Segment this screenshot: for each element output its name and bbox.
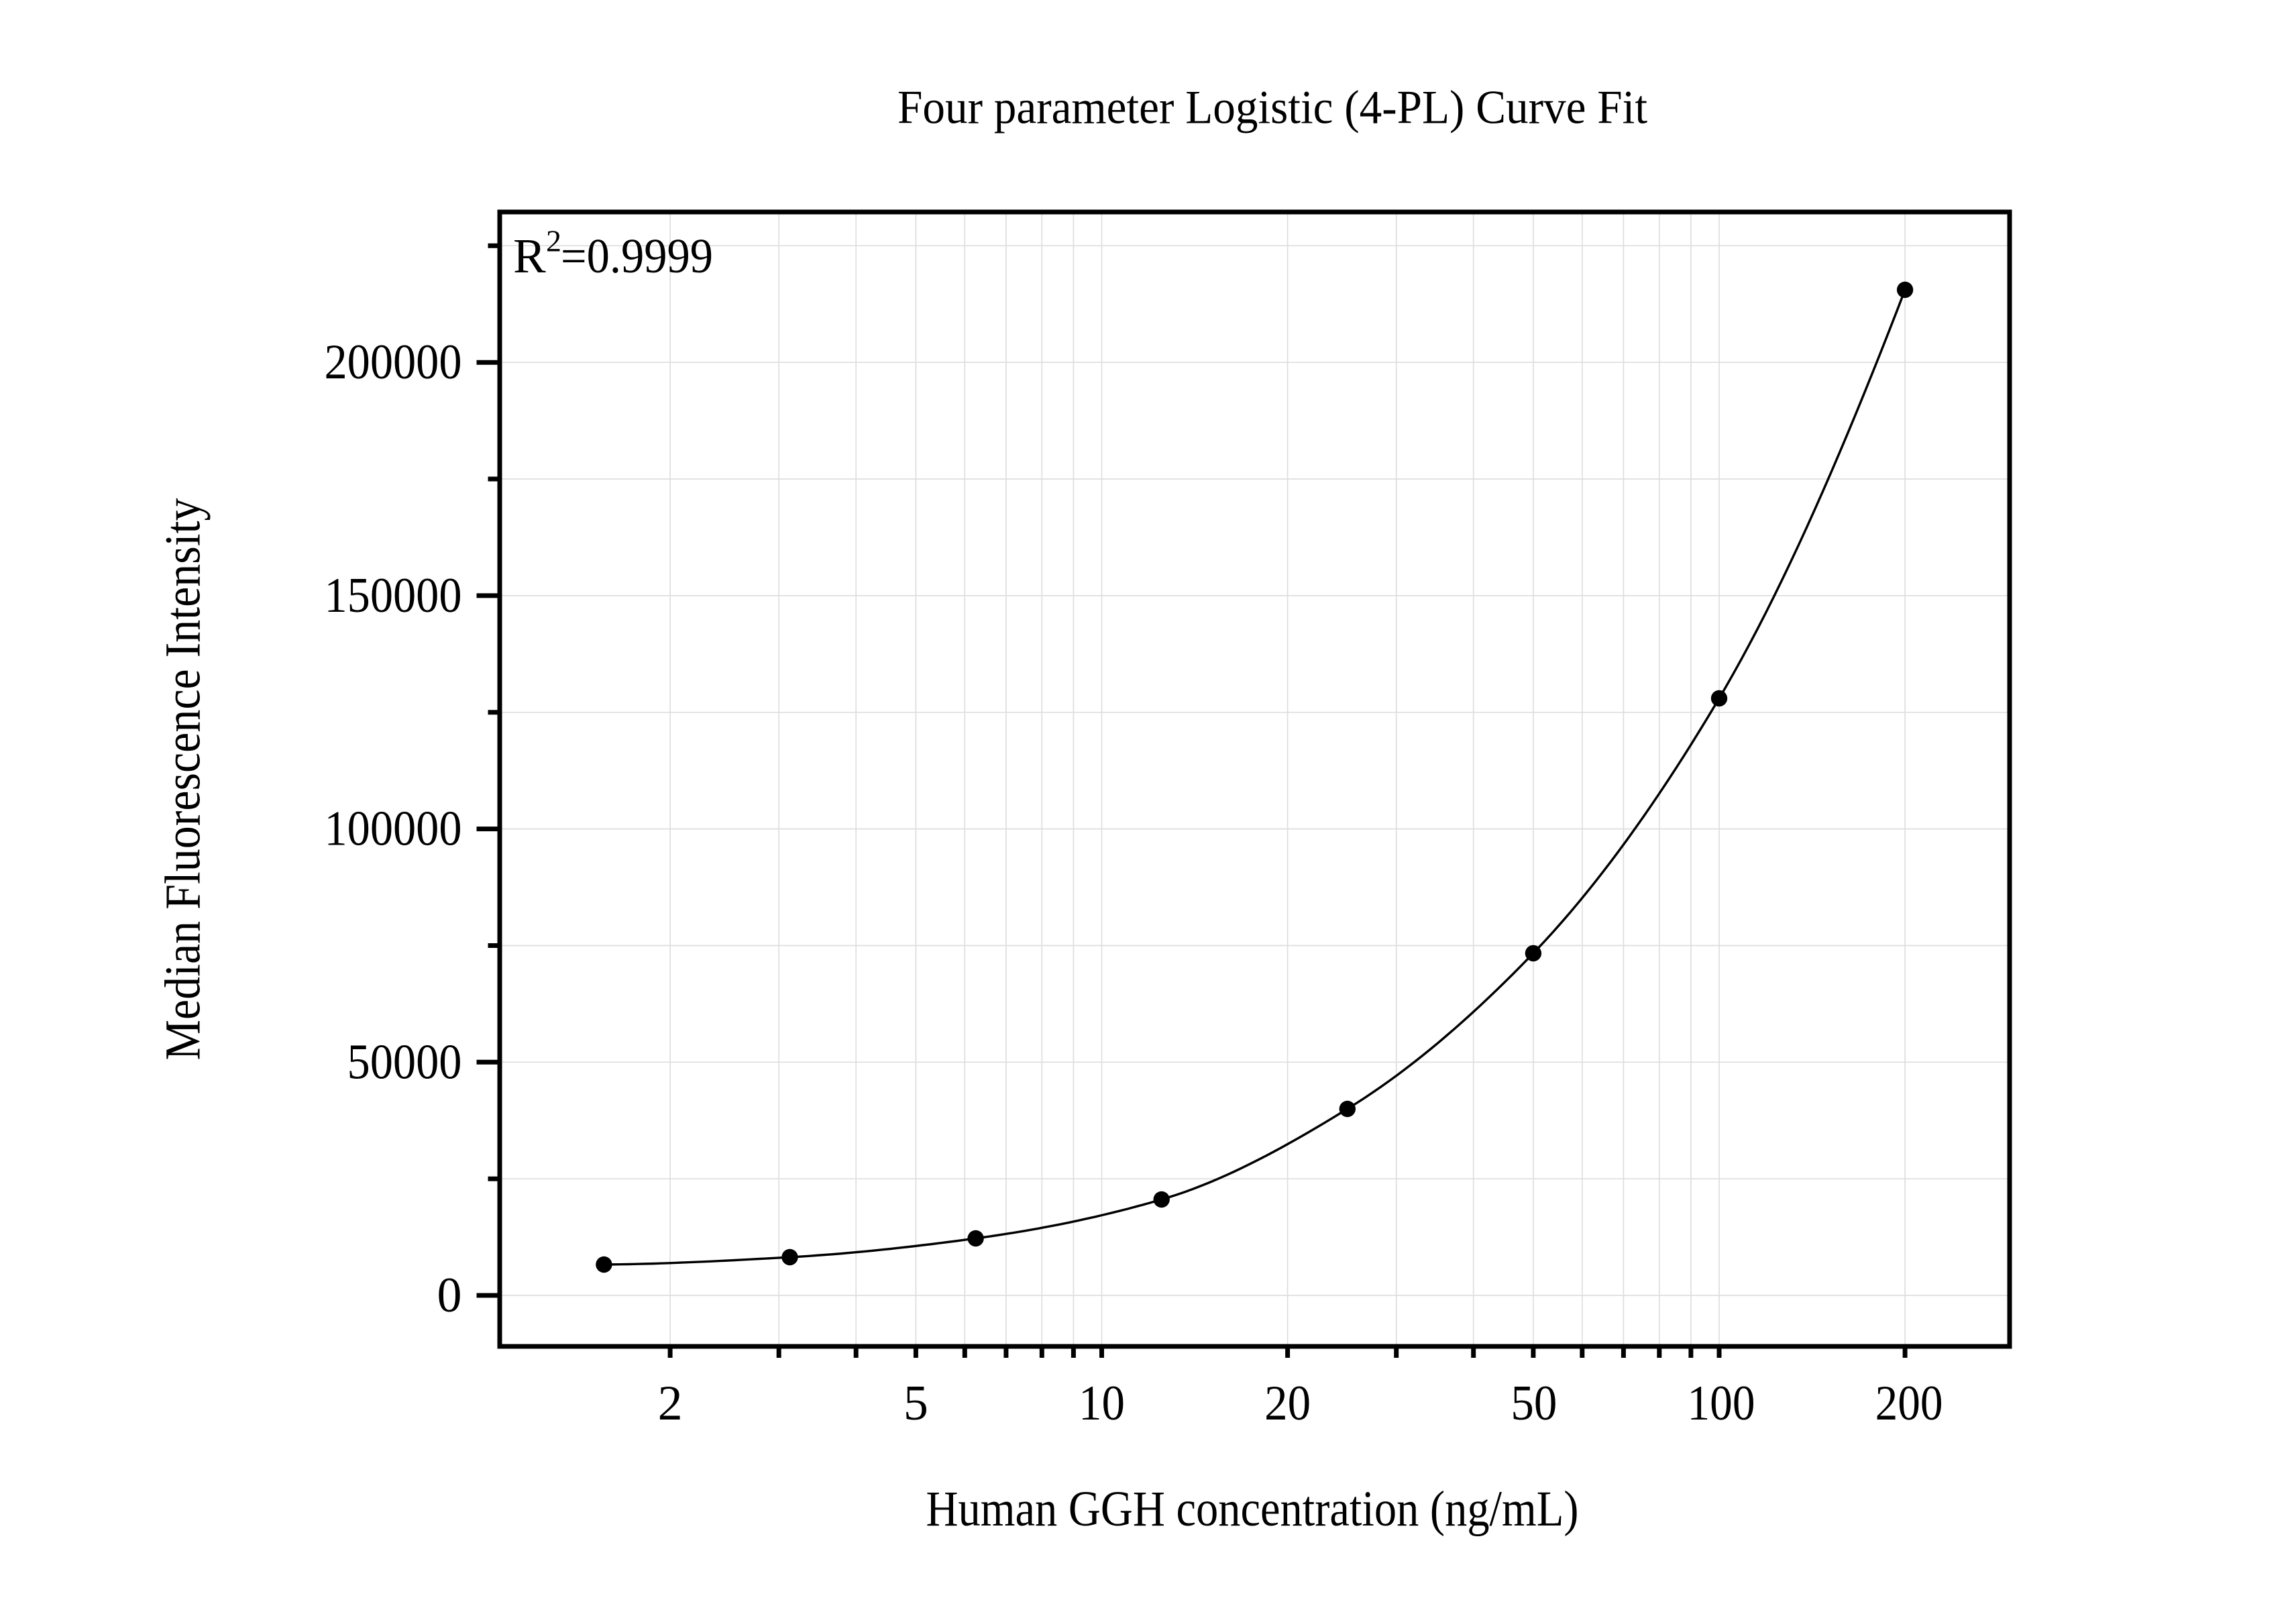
svg-text:=0.9999: =0.9999 (561, 229, 713, 283)
svg-text:R: R (513, 229, 546, 283)
svg-text:2: 2 (546, 224, 561, 258)
svg-text:Median Fluorescence Intensity: Median Fluorescence Intensity (155, 498, 211, 1060)
svg-text:50000: 50000 (347, 1034, 462, 1089)
svg-text:100000: 100000 (325, 802, 462, 857)
svg-text:50: 50 (1511, 1376, 1557, 1431)
svg-text:10: 10 (1079, 1376, 1125, 1431)
svg-text:200: 200 (1875, 1376, 1943, 1431)
svg-text:Human GGH concentration (ng/mL: Human GGH concentration (ng/mL) (926, 1481, 1579, 1537)
svg-text:2: 2 (658, 1376, 683, 1431)
svg-text:20: 20 (1264, 1376, 1311, 1431)
svg-text:200000: 200000 (325, 335, 462, 390)
svg-text:5: 5 (904, 1376, 928, 1431)
svg-text:0: 0 (437, 1268, 462, 1323)
svg-text:100: 100 (1688, 1376, 1755, 1431)
svg-text:150000: 150000 (325, 568, 462, 623)
svg-text:Four parameter Logistic (4-PL): Four parameter Logistic (4-PL) Curve Fit (897, 82, 1647, 134)
